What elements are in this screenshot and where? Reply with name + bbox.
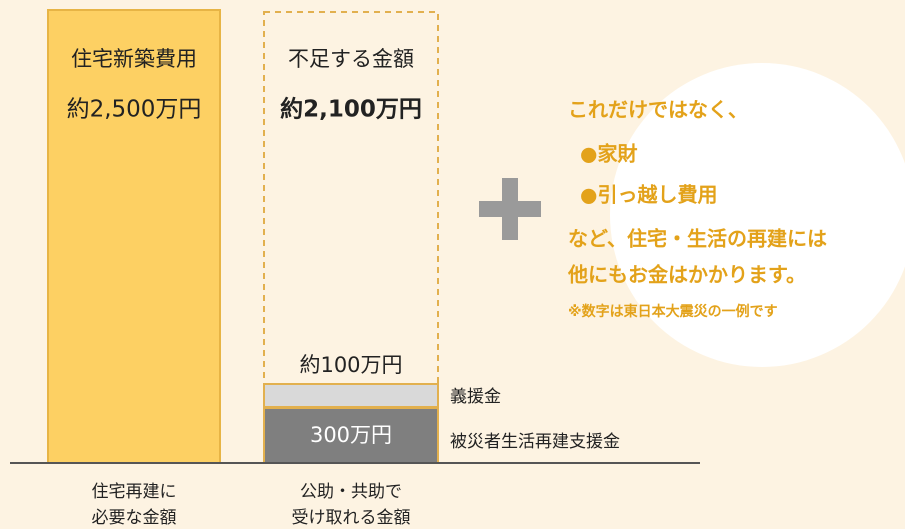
right-title: 不足する金額 [288, 47, 414, 71]
legend-label: 被災者生活再建支援金 [450, 432, 620, 452]
legend-label: 義援金 [450, 387, 501, 407]
note-line: など、住宅・生活の再建には [568, 227, 827, 251]
support-bar [263, 407, 439, 464]
note-line: 他にもお金はかかります。 [567, 263, 806, 287]
bottom-amount: 300万円 [310, 423, 392, 447]
right-caption: 公助・共助で [300, 482, 402, 502]
plus-sign [479, 178, 541, 240]
right-caption: 受け取れる金額 [292, 508, 411, 528]
note-line: これだけではなく、 [568, 98, 748, 122]
right-amount: 約2,100万円 [280, 96, 422, 123]
top-amount: 約100万円 [299, 353, 402, 377]
left-caption: 必要な金額 [92, 508, 177, 528]
donation-bar [263, 383, 439, 408]
note-line: ●家財 [580, 142, 637, 166]
footnote: ※数字は東日本大震災の一例です [568, 303, 778, 320]
note-line: ●引っ越し費用 [580, 183, 717, 207]
left-bar [47, 9, 221, 464]
left-amount: 約2,500万円 [67, 97, 202, 123]
note-circle [610, 63, 905, 367]
left-title: 住宅新築費用 [71, 47, 197, 71]
left-caption: 住宅再建に [92, 482, 177, 502]
